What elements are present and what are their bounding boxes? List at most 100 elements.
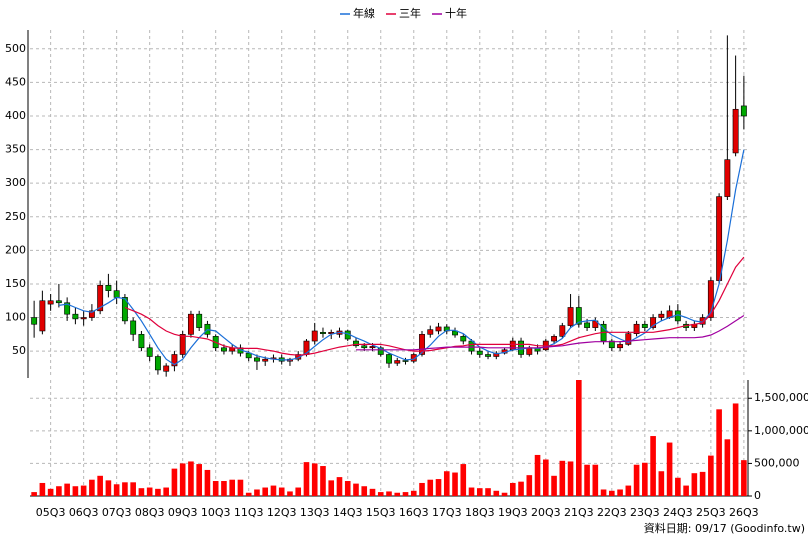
candle-body <box>559 325 566 337</box>
candle-body <box>353 340 359 347</box>
volume-bar <box>559 460 566 496</box>
volume-bar <box>72 486 79 496</box>
volume-bar <box>303 462 310 496</box>
candle-body <box>386 354 392 364</box>
volume-bar <box>320 466 326 496</box>
y-tick-label: 50 <box>12 344 26 357</box>
volume-bar <box>683 485 689 496</box>
x-tick-label: 15Q3 <box>366 506 396 519</box>
x-tick-label: 19Q3 <box>498 506 528 519</box>
candle-body <box>460 336 467 342</box>
candle-body <box>221 347 227 352</box>
volume-bar <box>609 490 615 496</box>
volume-bar <box>270 485 277 496</box>
candle-body <box>262 358 269 362</box>
volume-bar <box>31 492 37 496</box>
y-tick-label: 450 <box>5 75 26 88</box>
volume-bar <box>204 469 211 496</box>
candle-body <box>130 320 137 335</box>
x-tick-label: 26Q3 <box>729 506 759 519</box>
y2-tick-label: 1,500,000 <box>754 391 808 404</box>
candle-body <box>419 334 425 355</box>
volume-bar <box>163 487 169 496</box>
volume-bar <box>732 403 739 496</box>
volume-bar <box>245 492 252 496</box>
candle-body <box>724 159 731 197</box>
candle-body <box>402 360 409 362</box>
y2-tick-label: 1,000,000 <box>754 424 808 437</box>
volume-bar <box>526 475 533 496</box>
volume-bar <box>254 489 260 496</box>
volume-bar <box>741 460 747 496</box>
candle-body <box>650 317 657 328</box>
volume-bar <box>328 480 335 496</box>
candle-body <box>377 347 384 355</box>
volume-bar <box>56 486 62 496</box>
volume-bar <box>39 482 46 496</box>
candle-body <box>526 347 533 355</box>
x-tick-label: 14Q3 <box>333 506 363 519</box>
candle-body <box>485 354 491 357</box>
volume-bar <box>130 482 136 496</box>
volume-bar <box>171 468 178 496</box>
x-tick-label: 12Q3 <box>267 506 297 519</box>
volume-bar <box>336 477 343 496</box>
candle-body <box>187 313 194 335</box>
candle-body <box>707 280 714 318</box>
candle-body <box>196 313 203 328</box>
volume-bar <box>493 490 500 496</box>
volume-bar <box>402 492 409 496</box>
candle-body <box>47 300 54 305</box>
volume-bar <box>691 473 698 496</box>
x-tick-label: 09Q3 <box>168 506 198 519</box>
volume-bar <box>658 471 665 496</box>
y-tick-label: 350 <box>5 143 26 156</box>
candle-body <box>171 354 178 367</box>
volume-bar <box>155 488 161 496</box>
volume-bar <box>410 490 417 496</box>
candle-body <box>64 302 71 315</box>
volume-bar <box>237 479 244 496</box>
volume-bar <box>518 481 524 496</box>
candle-body <box>311 330 318 342</box>
volume-bar <box>666 442 673 496</box>
y-tick-label: 400 <box>5 109 26 122</box>
candle-body <box>80 317 87 320</box>
y-tick-label: 150 <box>5 277 26 290</box>
volume-bar <box>452 472 458 496</box>
candle-body <box>584 322 591 328</box>
volume-bar <box>80 485 87 496</box>
volume-bar <box>617 489 623 496</box>
y2-tick-label: 500,000 <box>754 456 800 469</box>
candle-body <box>394 360 401 364</box>
x-tick-label: 25Q3 <box>696 506 726 519</box>
volume-bar <box>468 487 475 496</box>
candle-body <box>658 313 665 318</box>
volume-bar <box>394 492 401 496</box>
candle-body <box>633 323 640 334</box>
candle-body <box>641 323 648 328</box>
x-tick-label: 06Q3 <box>69 506 99 519</box>
candle-body <box>509 340 516 351</box>
ma-line <box>58 149 745 366</box>
volume-bar <box>476 488 483 496</box>
candle-body <box>361 345 368 349</box>
legend-label: 三年 <box>399 6 421 20</box>
candle-body <box>138 334 145 349</box>
x-tick-label: 10Q3 <box>201 506 231 519</box>
candle-body <box>452 330 458 336</box>
candle-body <box>435 326 442 332</box>
x-tick-label: 23Q3 <box>630 506 660 519</box>
candle-body <box>39 300 46 332</box>
candle-body <box>72 313 79 320</box>
y2-tick-label: 0 <box>754 489 761 502</box>
volume-bar <box>625 485 632 496</box>
x-tick-label: 21Q3 <box>564 506 594 519</box>
candle-body <box>328 332 335 334</box>
candle-body <box>97 284 104 312</box>
volume-bar <box>212 481 219 496</box>
candle-body <box>320 332 326 334</box>
volume-bar <box>435 479 442 496</box>
legend-label: 十年 <box>445 6 467 20</box>
